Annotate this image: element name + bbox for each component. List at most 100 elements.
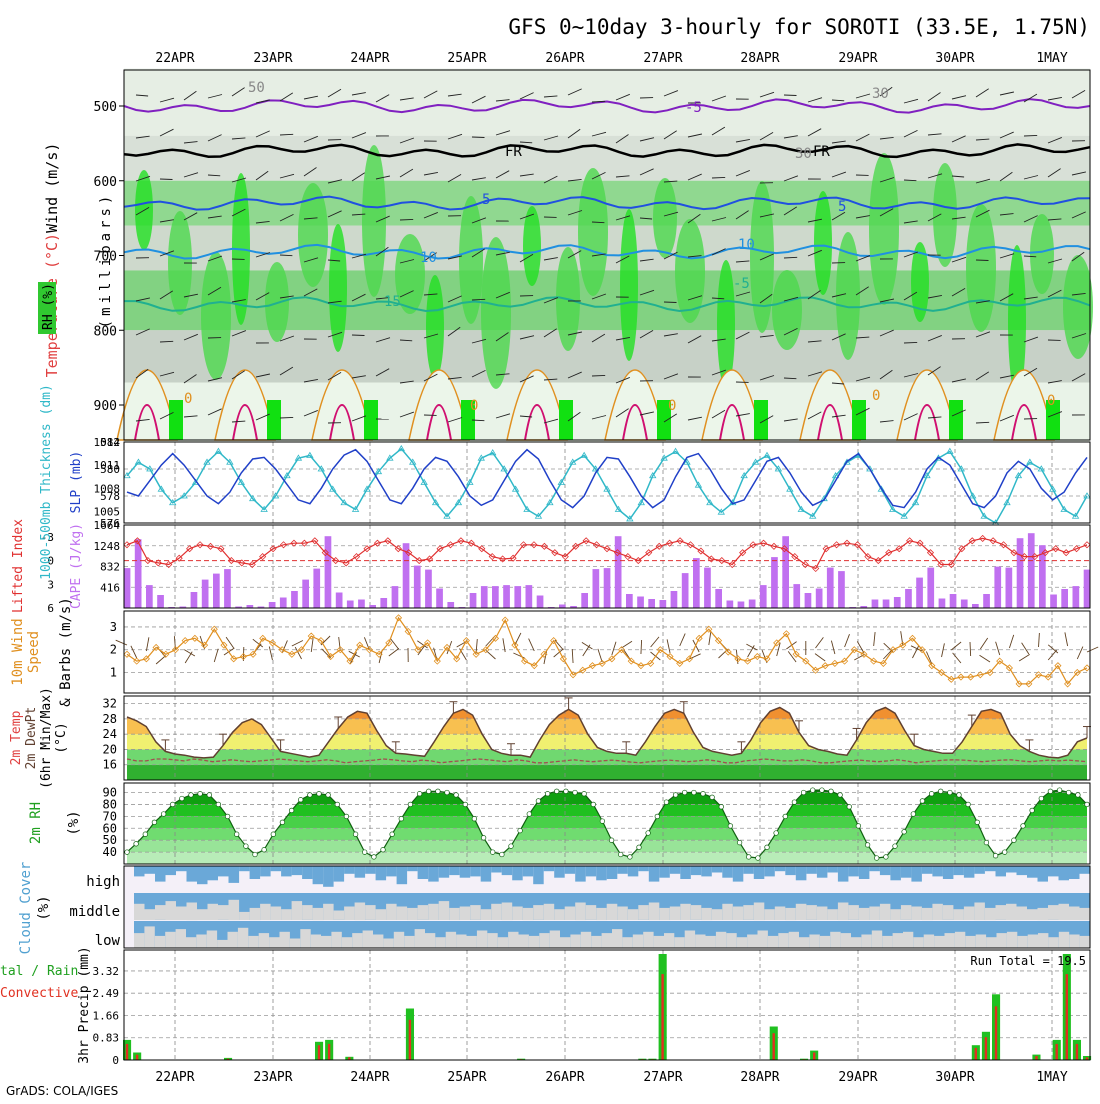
cape-bar bbox=[514, 586, 521, 608]
rh-point bbox=[673, 793, 678, 798]
cape-bar bbox=[749, 600, 756, 609]
rh-point bbox=[436, 789, 441, 794]
rh-point bbox=[234, 832, 239, 837]
rh-point bbox=[646, 831, 651, 836]
cloud-cell bbox=[722, 904, 733, 920]
rh-point bbox=[271, 832, 276, 837]
cloud-cell bbox=[260, 866, 271, 876]
rh-point bbox=[719, 805, 724, 810]
cloud-cell bbox=[292, 901, 303, 920]
cloud-cell bbox=[502, 866, 513, 875]
cape-bar bbox=[425, 570, 432, 608]
cloud-level-label: middle bbox=[69, 904, 120, 920]
run-total-label: Run Total = 19.5 bbox=[970, 954, 1086, 968]
cloud-cell bbox=[859, 908, 870, 920]
cape-bar bbox=[280, 598, 287, 609]
rh-plume bbox=[426, 275, 444, 379]
cloud-cell bbox=[1038, 866, 1049, 882]
panel-axis-label: CAPE (J/kg) bbox=[69, 523, 84, 609]
cloud-cell bbox=[890, 909, 901, 920]
panel-axis-label: 1000-500mb Thickness (dm) bbox=[39, 384, 54, 580]
cloud-cell bbox=[439, 866, 450, 878]
rh-surface-patch bbox=[559, 400, 573, 440]
rh-point bbox=[948, 790, 953, 795]
cape-bar bbox=[916, 578, 923, 608]
rh-point bbox=[957, 793, 962, 798]
cloud-cell bbox=[1017, 936, 1028, 948]
cloud-cell bbox=[893, 933, 904, 948]
precip-tick-label: 3.32 bbox=[93, 965, 120, 978]
rh-point bbox=[143, 832, 148, 837]
cloud-cell bbox=[259, 933, 270, 948]
rh-point bbox=[783, 814, 788, 819]
cape-bar bbox=[380, 598, 387, 608]
rh-point bbox=[362, 850, 367, 855]
rh-point bbox=[1012, 838, 1017, 843]
rh-point bbox=[408, 802, 413, 807]
cloud-cell bbox=[186, 937, 197, 948]
rh-point bbox=[847, 805, 852, 810]
wind-barb bbox=[592, 375, 605, 376]
rh-point bbox=[390, 832, 395, 837]
cloud-cell bbox=[250, 908, 261, 920]
wind-barb bbox=[784, 95, 797, 96]
rh-point bbox=[1076, 793, 1081, 798]
cloud-cell bbox=[467, 936, 478, 948]
contour-label: 10 bbox=[738, 237, 755, 253]
cloud-cell bbox=[628, 909, 639, 920]
panel-axis-label-line: Lifted Index bbox=[11, 519, 26, 613]
cloud-cell bbox=[1017, 866, 1028, 875]
cloud-cell bbox=[187, 903, 198, 921]
cloud-cell bbox=[922, 866, 933, 874]
cloud-cell bbox=[449, 908, 460, 920]
cloud-cell bbox=[166, 901, 177, 920]
panel-axis-label-line: Cloud Cover bbox=[18, 862, 34, 955]
cape-bar bbox=[715, 589, 722, 608]
cape-bar bbox=[972, 604, 979, 608]
wind-barb bbox=[352, 335, 365, 336]
rh-point bbox=[655, 814, 660, 819]
rh-point bbox=[984, 840, 989, 845]
cloud-cell bbox=[565, 866, 576, 874]
y-tick-label: 900 bbox=[94, 399, 117, 414]
cloud-cell bbox=[743, 905, 754, 920]
rh-point bbox=[682, 790, 687, 795]
cloud-cell bbox=[716, 932, 727, 948]
rh-plume bbox=[265, 262, 289, 342]
cloud-cell bbox=[470, 866, 481, 876]
rh-plume bbox=[201, 252, 231, 380]
cloud-cell bbox=[523, 908, 534, 920]
cloud-cell bbox=[439, 901, 450, 920]
cloud-cell bbox=[654, 936, 665, 948]
cloud-cell bbox=[872, 931, 883, 949]
cloud-cell bbox=[134, 933, 145, 948]
cloud-cell bbox=[134, 904, 145, 920]
cloud-cell bbox=[932, 904, 943, 920]
rh-point bbox=[911, 812, 916, 817]
panel-axis-label-line: 10m Wind bbox=[10, 618, 26, 685]
rh-point bbox=[152, 820, 157, 825]
cloud-cell bbox=[882, 936, 893, 948]
cloud-cell bbox=[695, 935, 706, 949]
slp-tick-label: 1014 bbox=[94, 436, 121, 449]
rh-plume bbox=[1063, 255, 1093, 359]
rh-point bbox=[902, 830, 907, 835]
rh-point bbox=[1085, 802, 1090, 807]
rh-surface-patch bbox=[364, 400, 378, 440]
cloud-cell bbox=[974, 866, 985, 874]
cloud-cell bbox=[1069, 935, 1080, 949]
cloud-cell bbox=[1059, 904, 1070, 920]
cloud-cell bbox=[196, 935, 207, 949]
rh-plume bbox=[772, 270, 802, 350]
rh-point bbox=[810, 788, 815, 793]
cloud-cell bbox=[586, 905, 597, 920]
cloud-cell bbox=[397, 907, 408, 921]
rh-surface-patch bbox=[267, 400, 281, 440]
cloud-cell bbox=[922, 908, 933, 920]
panel-axis-label-line: Speed bbox=[26, 631, 42, 673]
cloud-cell bbox=[924, 935, 935, 949]
cloud-cell bbox=[964, 866, 975, 878]
rh-point bbox=[463, 802, 468, 807]
cloud-cell bbox=[554, 909, 565, 920]
